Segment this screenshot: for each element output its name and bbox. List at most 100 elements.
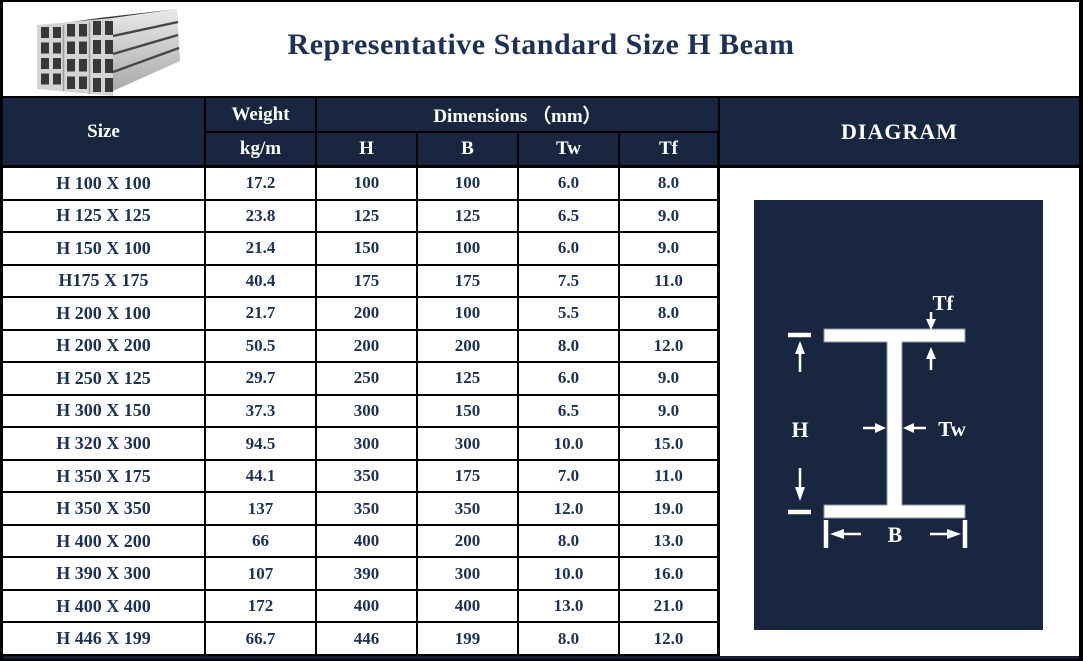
tf-cell: 12.0 xyxy=(620,330,720,364)
weight-cell: 66.7 xyxy=(206,623,317,656)
tf-cell: 13.0 xyxy=(620,525,720,559)
tw-cell: 6.0 xyxy=(519,363,620,396)
weight-cell: 66 xyxy=(206,525,317,559)
tw-cell: 8.0 xyxy=(519,623,620,656)
weight-cell: 107 xyxy=(206,558,317,591)
h-cell: 300 xyxy=(317,428,418,461)
size-cell: H 350 X 175 xyxy=(3,460,206,494)
diagram-label-b: B xyxy=(888,522,903,547)
weight-cell: 37.3 xyxy=(206,395,317,429)
diagram-label-tw: Tw xyxy=(938,417,966,441)
tf-cell: 16.0 xyxy=(620,558,720,591)
tw-cell: 10.0 xyxy=(519,428,620,461)
h-cell: 100 xyxy=(317,168,418,201)
size-cell: H 100 X 100 xyxy=(3,168,206,201)
h-cell: 350 xyxy=(317,493,418,526)
tf-cell: 12.0 xyxy=(620,623,720,656)
tf-cell: 11.0 xyxy=(620,460,720,494)
h-cell: 250 xyxy=(317,363,418,396)
tw-cell: 12.0 xyxy=(519,493,620,526)
tf-cell: 8.0 xyxy=(620,298,720,331)
b-cell: 100 xyxy=(418,168,519,201)
size-cell: H 400 X 400 xyxy=(3,590,206,624)
h-cell: 446 xyxy=(317,623,418,656)
tw-cell: 8.0 xyxy=(519,330,620,364)
b-cell: 175 xyxy=(418,265,519,299)
diagram-label-h: H xyxy=(791,417,808,442)
tf-cell: 9.0 xyxy=(620,200,720,234)
h-cell: 400 xyxy=(317,590,418,624)
b-cell: 300 xyxy=(418,428,519,461)
col-header-h: H xyxy=(317,133,418,168)
size-cell: H 300 X 150 xyxy=(3,395,206,429)
size-cell: H 390 X 300 xyxy=(3,558,206,591)
b-cell: 200 xyxy=(418,330,519,364)
h-cell: 300 xyxy=(317,395,418,429)
diagram-box: Tf H xyxy=(754,200,1043,630)
diagram-label-tf: Tf xyxy=(933,291,955,315)
col-header-b: B xyxy=(418,133,519,168)
tw-cell: 13.0 xyxy=(519,590,620,624)
col-header-tf: Tf xyxy=(620,133,720,168)
h-cell: 125 xyxy=(317,200,418,234)
tw-cell: 8.0 xyxy=(519,525,620,559)
spec-table: Size Weight Dimensions （mm） kg/m H B Tw … xyxy=(3,96,1079,656)
col-header-size: Size xyxy=(3,98,206,168)
tf-cell: 15.0 xyxy=(620,428,720,461)
weight-cell: 21.7 xyxy=(206,298,317,331)
size-cell: H 150 X 100 xyxy=(3,233,206,266)
weight-cell: 137 xyxy=(206,493,317,526)
tf-cell: 21.0 xyxy=(620,590,720,624)
tw-cell: 6.0 xyxy=(519,233,620,266)
size-cell: H175 X 175 xyxy=(3,265,206,299)
title-band: Representative Standard Size H Beam xyxy=(3,2,1079,96)
tw-cell: 7.5 xyxy=(519,265,620,299)
h-cell: 400 xyxy=(317,525,418,559)
tf-cell: 9.0 xyxy=(620,395,720,429)
tf-cell: 11.0 xyxy=(620,265,720,299)
h-cell: 350 xyxy=(317,460,418,494)
weight-cell: 50.5 xyxy=(206,330,317,364)
h-cell: 200 xyxy=(317,330,418,364)
size-cell: H 250 X 125 xyxy=(3,363,206,396)
size-cell: H 125 X 125 xyxy=(3,200,206,234)
b-cell: 200 xyxy=(418,525,519,559)
b-cell: 175 xyxy=(418,460,519,494)
tw-cell: 6.5 xyxy=(519,200,620,234)
bottom-border-bar xyxy=(3,656,1079,659)
col-header-diagram: DIAGRAM xyxy=(720,98,1079,168)
col-header-weight: Weight xyxy=(206,98,317,133)
col-header-dimensions: Dimensions （mm） xyxy=(317,98,720,133)
b-cell: 125 xyxy=(418,363,519,396)
weight-cell: 29.7 xyxy=(206,363,317,396)
h-cell: 150 xyxy=(317,233,418,266)
weight-cell: 21.4 xyxy=(206,233,317,266)
size-cell: H 200 X 200 xyxy=(3,330,206,364)
tf-cell: 9.0 xyxy=(620,363,720,396)
col-header-weight-unit: kg/m xyxy=(206,133,317,168)
h-cell: 200 xyxy=(317,298,418,331)
b-cell: 100 xyxy=(418,233,519,266)
tf-cell: 8.0 xyxy=(620,168,720,201)
tw-cell: 5.5 xyxy=(519,298,620,331)
b-cell: 400 xyxy=(418,590,519,624)
h-beam-cross-section-diagram: Tf H xyxy=(788,291,968,548)
weight-cell: 172 xyxy=(206,590,317,624)
b-cell: 350 xyxy=(418,493,519,526)
tw-cell: 6.0 xyxy=(519,168,620,201)
weight-cell: 40.4 xyxy=(206,265,317,299)
tf-cell: 19.0 xyxy=(620,493,720,526)
weight-cell: 17.2 xyxy=(206,168,317,201)
tf-cell: 9.0 xyxy=(620,233,720,266)
b-cell: 150 xyxy=(418,395,519,429)
weight-cell: 94.5 xyxy=(206,428,317,461)
b-cell: 300 xyxy=(418,558,519,591)
col-header-tw: Tw xyxy=(519,133,620,168)
weight-cell: 44.1 xyxy=(206,460,317,494)
b-cell: 199 xyxy=(418,623,519,656)
tw-cell: 6.5 xyxy=(519,395,620,429)
size-cell: H 446 X 199 xyxy=(3,623,206,656)
size-cell: H 350 X 350 xyxy=(3,493,206,526)
size-cell: H 400 X 200 xyxy=(3,525,206,559)
